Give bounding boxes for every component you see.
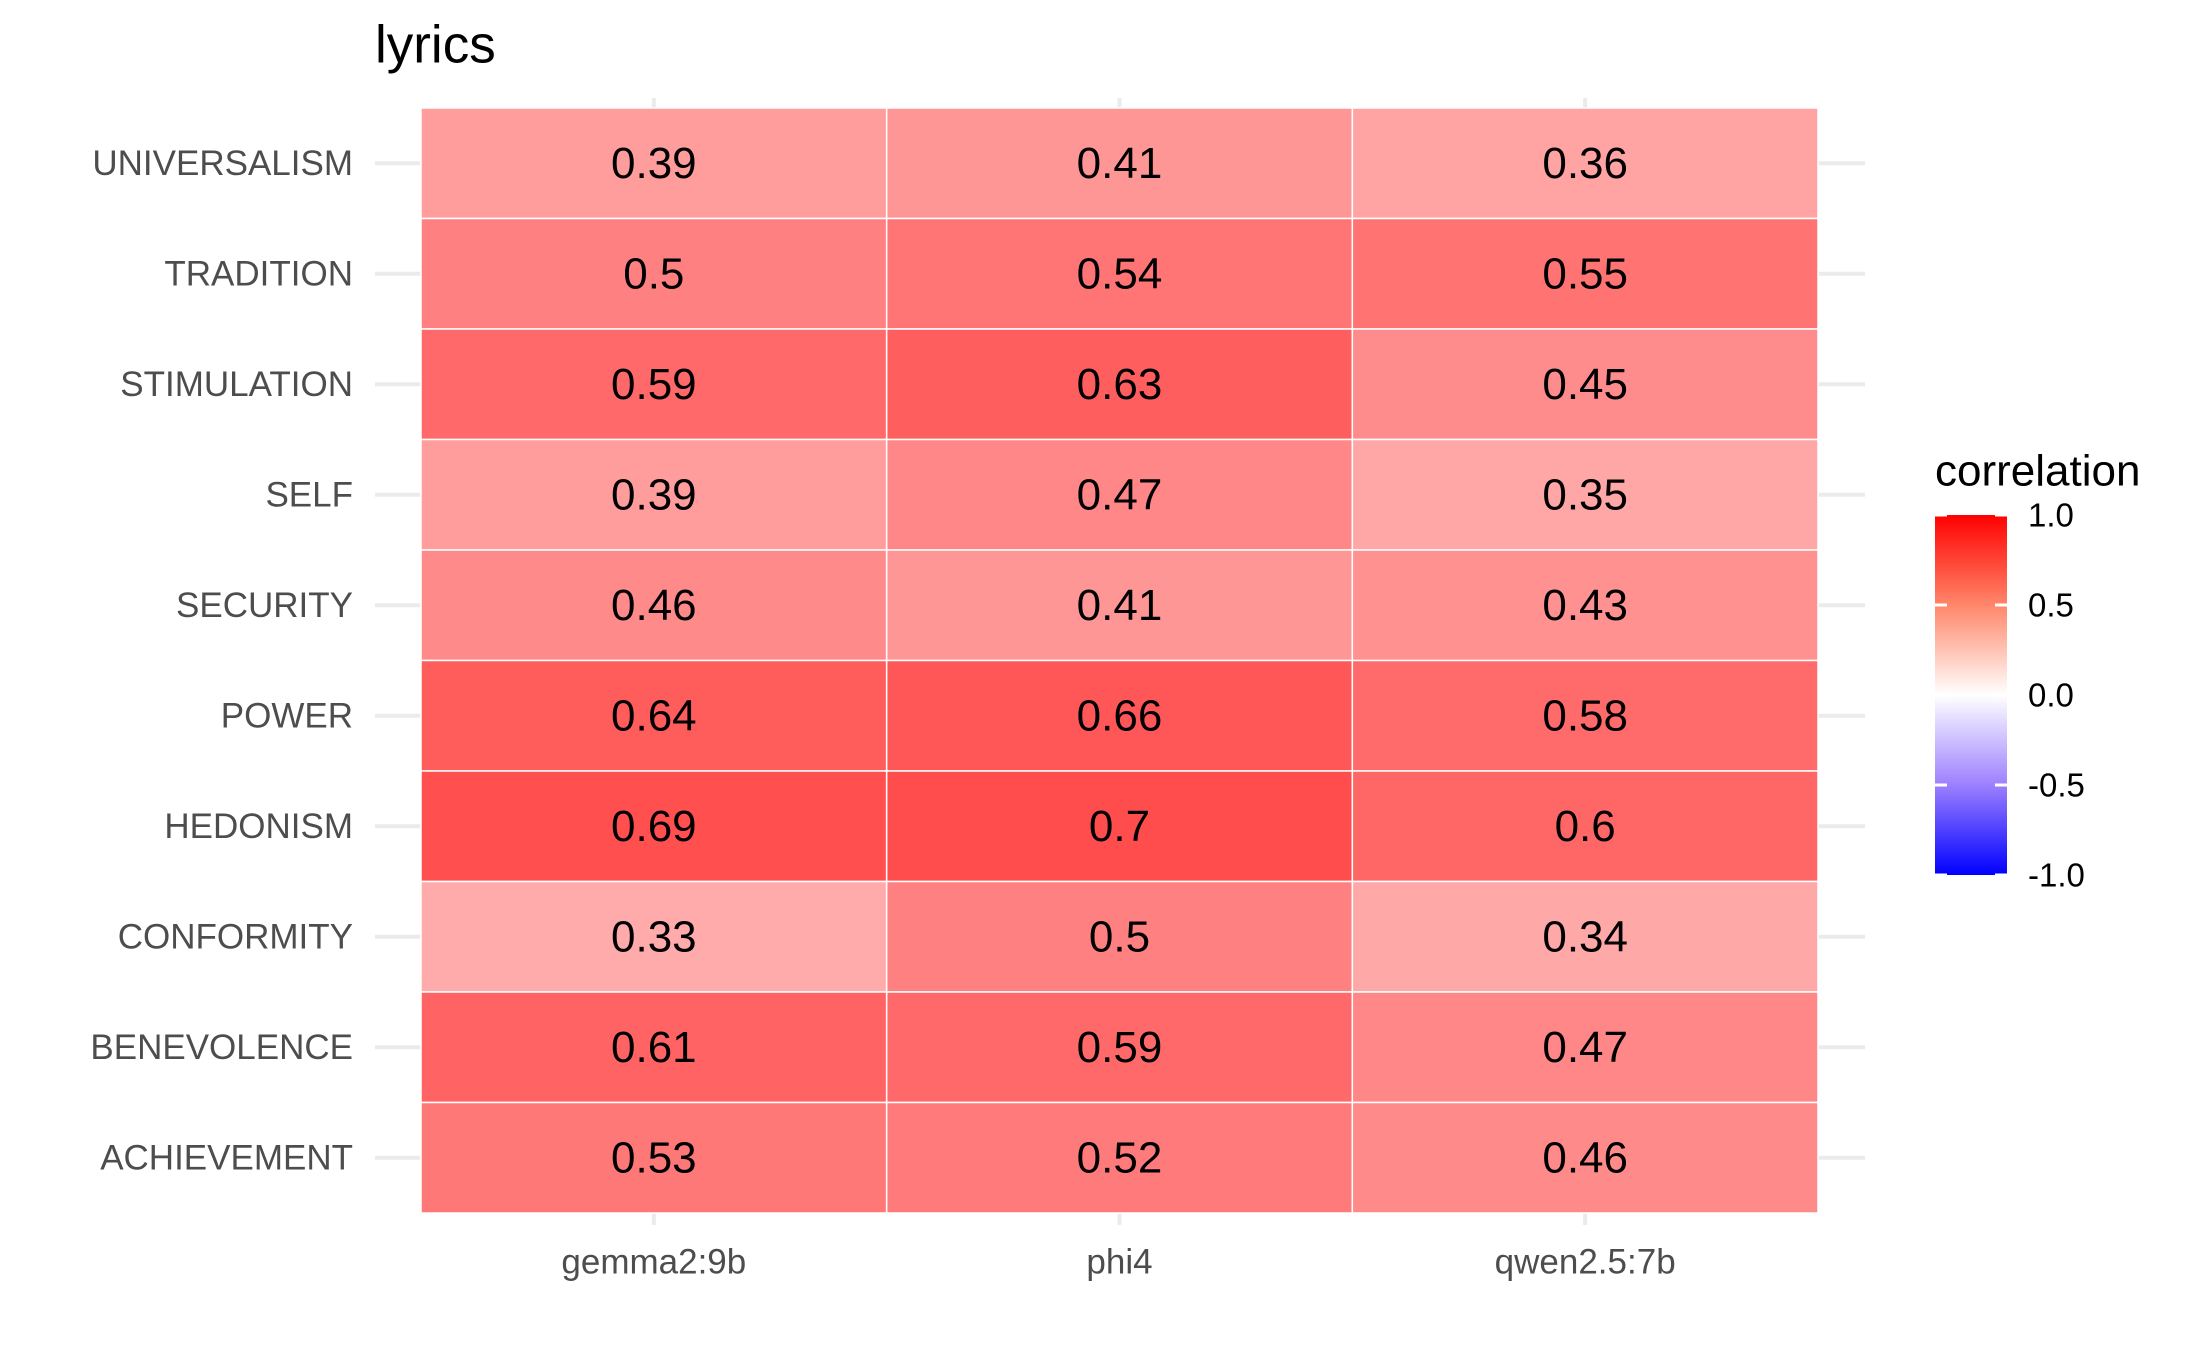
chart-title: lyrics <box>375 16 496 75</box>
heatmap-tile <box>1351 991 1819 1104</box>
cell-value-label: 0.69 <box>611 802 697 851</box>
heatmap-tile <box>420 107 888 220</box>
cell-value-label: 0.45 <box>1542 360 1628 409</box>
heatmap-tile <box>1351 770 1819 883</box>
cell-value-label: 0.64 <box>611 691 697 740</box>
heatmap-tile <box>1351 1101 1819 1214</box>
y-tick-label: SELF <box>265 475 353 514</box>
y-tick-label: STIMULATION <box>120 365 353 404</box>
heatmap-tile <box>1351 659 1819 772</box>
heatmap-tile <box>1351 880 1819 993</box>
y-tick-label: SECURITY <box>176 586 353 625</box>
legend-tick-label: -1.0 <box>2028 857 2085 894</box>
cell-value-label: 0.33 <box>611 912 697 961</box>
cell-labels: 0.39 0.41 0.36 0.5 0.54 0.55 0.59 0.63 0.45 0.39 0… <box>611 139 1628 1183</box>
x-tick-label: qwen2.5:7b <box>1495 1243 1676 1282</box>
heatmap-tile <box>885 107 1354 220</box>
cell-value-label: 0.39 <box>611 470 697 519</box>
cell-value-label: 0.46 <box>611 581 697 630</box>
cell-value-label: 0.54 <box>1077 249 1163 298</box>
cell-value-label: 0.63 <box>1077 360 1163 409</box>
cell-value-label: 0.66 <box>1077 691 1163 740</box>
heatmap-tile <box>420 880 888 993</box>
cell-value-label: 0.41 <box>1077 581 1163 630</box>
heatmap-tile <box>1351 438 1819 551</box>
legend-ticks: 1.0 0.5 0.0 -0.5 -1.0 <box>1935 497 2085 894</box>
cell-value-label: 0.47 <box>1077 470 1163 519</box>
legend: correlation 1.0 0.5 0.0 -0.5 -1.0 <box>1935 447 2140 894</box>
cell-value-label: 0.61 <box>611 1023 697 1072</box>
y-axis: UNIVERSALISM TRADITION STIMULATION SELF SECU… <box>90 144 353 1178</box>
heatmap-tile <box>885 549 1354 662</box>
heatmap-tile <box>1351 328 1819 441</box>
heatmap-tile <box>885 991 1354 1104</box>
x-axis: gemma2:9b phi4 qwen2.5:7b <box>561 1243 1675 1282</box>
cell-value-label: 0.52 <box>1077 1133 1163 1182</box>
cell-value-label: 0.6 <box>1555 802 1616 851</box>
cell-value-label: 0.7 <box>1089 802 1150 851</box>
legend-tick-label: 1.0 <box>2028 497 2074 534</box>
heatmap-tile <box>420 328 888 441</box>
cell-value-label: 0.47 <box>1542 1023 1628 1072</box>
heatmap-tile <box>1351 549 1819 662</box>
cell-value-label: 0.53 <box>611 1133 697 1182</box>
legend-tick-label: 0.5 <box>2028 587 2074 624</box>
heatmap-tile <box>420 438 888 551</box>
cell-value-label: 0.39 <box>611 139 697 188</box>
cell-value-label: 0.5 <box>1089 912 1150 961</box>
y-tick-label: CONFORMITY <box>118 917 353 956</box>
legend-tick-label: -0.5 <box>2028 767 2085 804</box>
heatmap-tile <box>885 770 1354 883</box>
cell-value-label: 0.58 <box>1542 691 1628 740</box>
heatmap-tiles <box>420 107 1819 1214</box>
legend-title: correlation <box>1935 447 2140 496</box>
cell-value-label: 0.34 <box>1542 912 1628 961</box>
heatmap-tile <box>885 438 1354 551</box>
heatmap-tile <box>420 1101 888 1214</box>
heatmap-tile <box>885 659 1354 772</box>
cell-value-label: 0.46 <box>1542 1133 1628 1182</box>
heatmap-tile <box>420 991 888 1104</box>
y-tick-label: HEDONISM <box>164 807 353 846</box>
y-tick-label: TRADITION <box>164 254 353 293</box>
cell-value-label: 0.59 <box>1077 1023 1163 1072</box>
y-tick-label: UNIVERSALISM <box>92 144 353 183</box>
heatmap-tile <box>1351 107 1819 220</box>
cell-value-label: 0.43 <box>1542 581 1628 630</box>
x-tick-label: gemma2:9b <box>561 1243 746 1282</box>
y-tick-label: ACHIEVEMENT <box>100 1138 353 1177</box>
heatmap-tile <box>885 217 1354 330</box>
cell-value-label: 0.35 <box>1542 470 1628 519</box>
cell-value-label: 0.36 <box>1542 139 1628 188</box>
y-tick-label: BENEVOLENCE <box>90 1028 353 1067</box>
heatmap-tile <box>420 770 888 883</box>
heatmap-tile <box>420 549 888 662</box>
cell-value-label: 0.55 <box>1542 249 1628 298</box>
x-tick-label: phi4 <box>1086 1243 1152 1282</box>
legend-tick-label: 0.0 <box>2028 677 2074 714</box>
y-tick-label: POWER <box>221 696 353 735</box>
heatmap-tile <box>420 659 888 772</box>
cell-value-label: 0.59 <box>611 360 697 409</box>
cell-value-label: 0.5 <box>623 249 684 298</box>
cell-value-label: 0.41 <box>1077 139 1163 188</box>
